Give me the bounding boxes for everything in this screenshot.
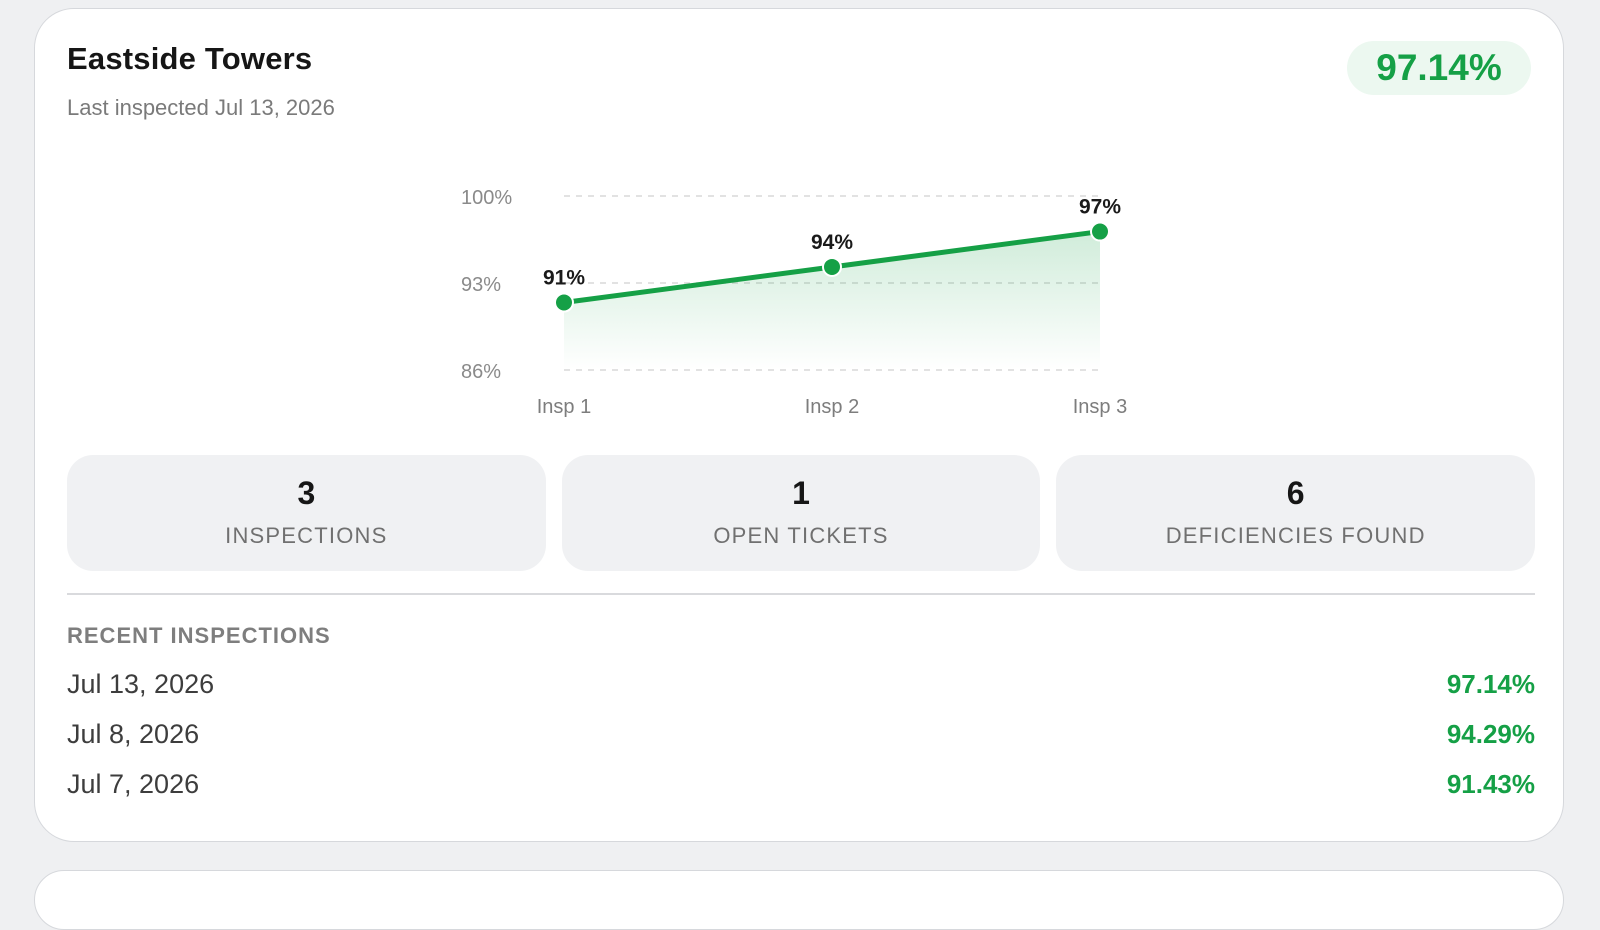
inspection-score: 97.14% — [1446, 668, 1535, 699]
y-tick-label: 93% — [461, 274, 501, 296]
y-tick-label: 100% — [461, 187, 512, 209]
stat-label: DEFICIENCIES FOUND — [1165, 523, 1426, 548]
inspection-score: 91.43% — [1446, 768, 1535, 799]
stats-row: 3 INSPECTIONS 1 OPEN TICKETS 6 DEFICIENC… — [67, 455, 1536, 571]
property-name: Eastside Towers — [67, 41, 313, 76]
inspection-score: 94.29% — [1446, 718, 1535, 749]
data-label: 97% — [1079, 196, 1121, 219]
trend-area — [564, 231, 1100, 370]
stat-value: 6 — [1286, 475, 1305, 511]
y-tick-label: 86% — [461, 361, 501, 383]
x-tick-label: Insp 3 — [1073, 396, 1127, 418]
data-point — [1090, 221, 1110, 242]
data-point — [554, 292, 574, 313]
stat-label: OPEN TICKETS — [713, 523, 889, 548]
stat-deficiencies: 6 DEFICIENCIES FOUND — [1056, 455, 1536, 571]
inspection-date: Jul 7, 2026 — [67, 768, 200, 799]
stat-inspections: 3 INSPECTIONS — [67, 455, 546, 571]
data-label: 91% — [543, 267, 585, 290]
last-inspected-date: Last inspected Jul 13, 2026 — [67, 95, 335, 120]
x-tick-label: Insp 2 — [805, 396, 859, 418]
data-point — [822, 256, 842, 277]
recent-inspections-list: Jul 13, 2026 97.14% Jul 8, 2026 94.29% J… — [67, 659, 1535, 809]
inspection-trend-chart: 100% 93% 86% 91% Insp 1 94% Insp 2 97% Insp 3 — [461, 187, 1127, 418]
inspection-date: Jul 13, 2026 — [67, 668, 215, 699]
inspection-row[interactable]: Jul 13, 2026 97.14% — [67, 659, 1535, 709]
next-property-card[interactable] — [34, 870, 1564, 930]
recent-inspections-heading: RECENT INSPECTIONS — [67, 623, 331, 648]
inspection-date: Jul 8, 2026 — [67, 718, 200, 749]
section-divider — [67, 593, 1535, 595]
stat-label: INSPECTIONS — [225, 523, 388, 548]
stat-value: 3 — [297, 475, 316, 511]
data-label: 94% — [811, 231, 853, 254]
stat-value: 1 — [792, 475, 810, 511]
property-card[interactable]: Eastside Towers Last inspected Jul 13, 2… — [34, 8, 1564, 842]
stat-open-tickets: 1 OPEN TICKETS — [561, 455, 1041, 571]
inspection-row[interactable]: Jul 8, 2026 94.29% — [67, 709, 1535, 759]
x-tick-label: Insp 1 — [537, 396, 591, 418]
inspection-row[interactable]: Jul 7, 2026 91.43% — [67, 759, 1535, 809]
score-badge: 97.14% — [1347, 41, 1531, 95]
